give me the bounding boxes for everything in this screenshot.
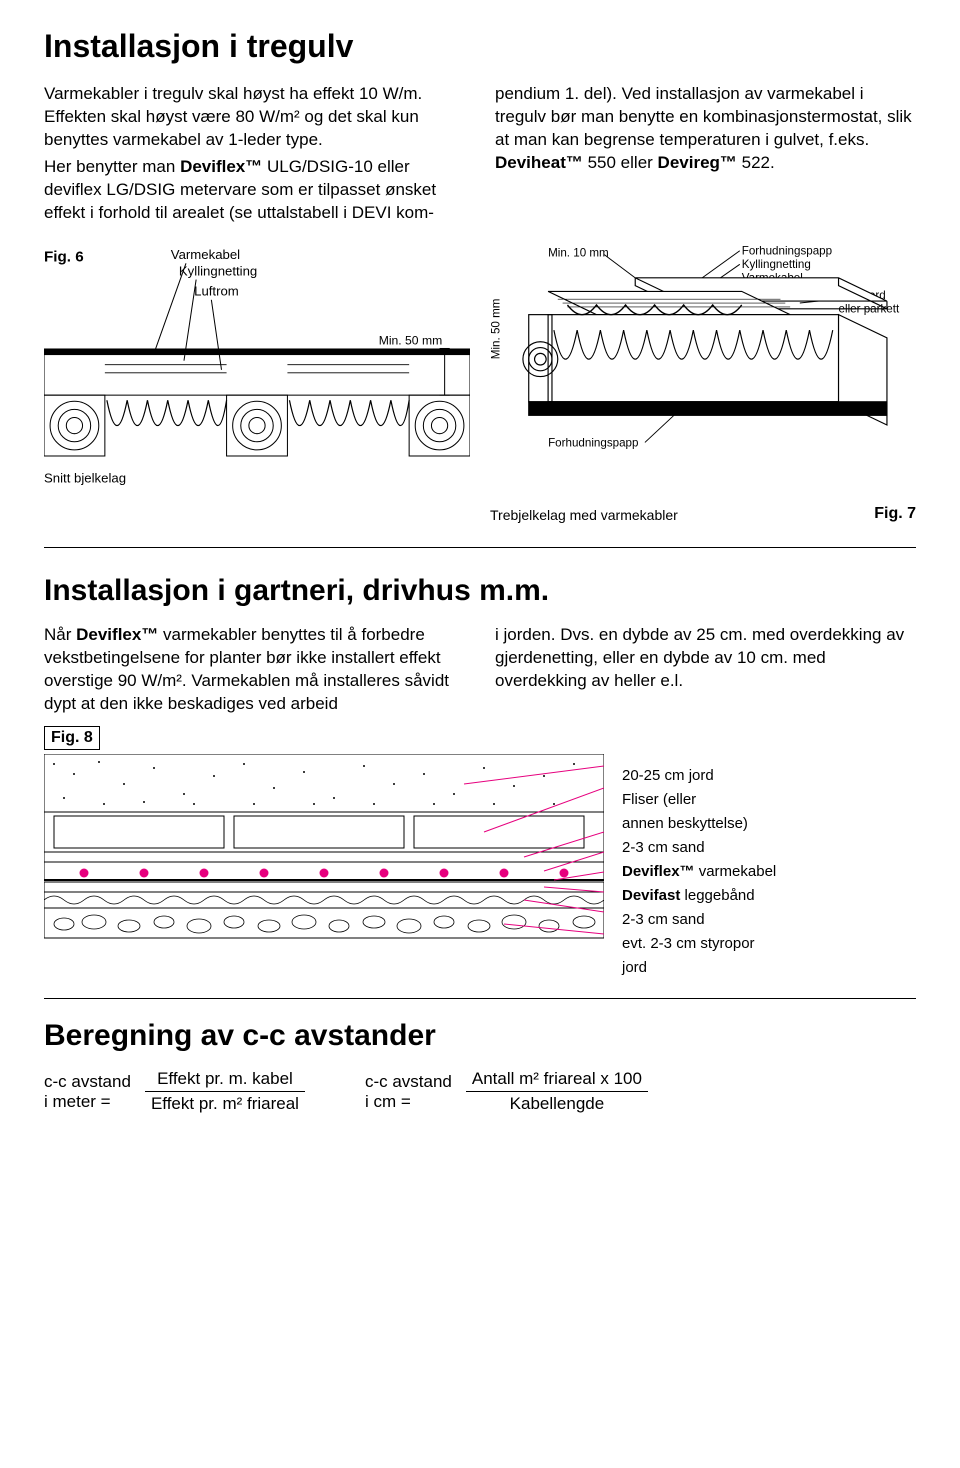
svg-text:Kyllingnetting: Kyllingnetting — [179, 263, 257, 278]
s2-right: i jorden. Dvs. en dybde av 25 cm. med ov… — [495, 624, 916, 693]
f1-num: Effekt pr. m. kabel — [145, 1069, 305, 1092]
section1-title: Installasjon i tregulv — [44, 28, 916, 65]
svg-text:Min. 50 mm: Min. 50 mm — [379, 333, 443, 347]
f2-lhs: c-c avstand i cm = — [365, 1072, 452, 1112]
s1-para-right: pendium 1. del). Ved installasjon av var… — [495, 83, 916, 175]
fig8-layer-6: 2-3 cm sand — [622, 908, 916, 932]
brand-devifast: Devifast — [622, 887, 680, 904]
section1-columns: Varmekabler i tregulv skal høyst ha effe… — [44, 83, 916, 229]
f1-lhs-line1: c-c avstand — [44, 1072, 131, 1092]
s2-la: Når — [44, 625, 76, 644]
f2-lhs-line1: c-c avstand — [365, 1072, 452, 1092]
fig8-layer-2: annen beskyttelse) — [622, 812, 916, 836]
figures-6-7-row: Fig. 6 Varmekabel Kyllingnetting Luftrom… — [44, 243, 916, 524]
f2-frac: Antall m² friareal x 100 Kabellengde — [466, 1069, 648, 1114]
formula-1: c-c avstand i meter = Effekt pr. m. kabe… — [44, 1069, 305, 1114]
svg-text:Fig. 6: Fig. 6 — [44, 248, 84, 265]
s1-p2-a: Her benytter man — [44, 157, 180, 176]
s1-para2: Her benytter man Deviflex™ ULG/DSIG-10 e… — [44, 156, 465, 225]
fig8-layer-4: Deviflex™ varmekabel — [622, 860, 916, 884]
separator-2 — [44, 998, 916, 999]
fig6-container: Fig. 6 Varmekabel Kyllingnetting Luftrom… — [44, 243, 470, 491]
f2-lhs-line2: i cm = — [365, 1092, 452, 1112]
svg-text:Luftrom: Luftrom — [194, 283, 239, 298]
brand-deviheat: Deviheat™ — [495, 153, 583, 172]
fig7-caption-row: Trebjelkelag med varmekabler Fig. 7 — [490, 505, 916, 523]
fig8-svg — [44, 754, 604, 964]
f2-num: Antall m² friareal x 100 — [466, 1069, 648, 1092]
f1-lhs-line2: i meter = — [44, 1092, 131, 1112]
s1-pr-mid: 550 eller — [583, 153, 658, 172]
fig8-layer-3: 2-3 cm sand — [622, 836, 916, 860]
f2-den: Kabellengde — [466, 1092, 648, 1114]
f1-lhs: c-c avstand i meter = — [44, 1072, 131, 1112]
svg-text:Min. 50 mm: Min. 50 mm — [490, 298, 503, 359]
section1-col-left: Varmekabler i tregulv skal høyst ha effe… — [44, 83, 465, 229]
fig8-layer-1: Fliser (eller — [622, 788, 916, 812]
brand-devireg: Devireg™ — [658, 153, 737, 172]
formula-2: c-c avstand i cm = Antall m² friareal x … — [365, 1069, 648, 1114]
fig8-layer-8: jord — [622, 956, 916, 980]
svg-text:Min. 10 mm: Min. 10 mm — [548, 246, 609, 259]
brand-deviflex-3: Deviflex™ — [622, 863, 695, 880]
fig8-container: Fig. 8 — [44, 726, 916, 980]
section3-title: Beregning av c-c avstander — [44, 1019, 916, 1053]
svg-text:Kyllingnetting: Kyllingnetting — [742, 258, 811, 271]
fig7-label: Fig. 7 — [874, 505, 916, 523]
fig7-svg: Min. 10 mm Forhudningspapp Kyllingnettin… — [490, 243, 916, 495]
brand-deviflex-2: Deviflex™ — [76, 625, 158, 644]
fig6-svg: Fig. 6 Varmekabel Kyllingnetting Luftrom… — [44, 243, 470, 486]
svg-text:Varmekabel: Varmekabel — [171, 247, 240, 262]
brand-deviflex: Deviflex™ — [180, 157, 262, 176]
svg-text:Snitt bjelkelag: Snitt bjelkelag — [44, 470, 126, 485]
s1-pr-tail: 522. — [737, 153, 775, 172]
fig8-labels: 20-25 cm jord Fliser (eller annen beskyt… — [622, 754, 916, 980]
fig8-svg-wrap — [44, 754, 604, 969]
svg-text:Forhudningspapp: Forhudningspapp — [742, 244, 832, 257]
section1-col-right: pendium 1. del). Ved installasjon av var… — [495, 83, 916, 229]
formula-row: c-c avstand i meter = Effekt pr. m. kabe… — [44, 1069, 916, 1114]
fig8-layer-7: evt. 2-3 cm styropor — [622, 932, 916, 956]
fig8-layer-5: Devifast leggebånd — [622, 884, 916, 908]
fig8-layer-0: 20-25 cm jord — [622, 764, 916, 788]
s2-left: Når Deviflex™ varmekabler benyttes til å… — [44, 624, 465, 716]
fig7-caption: Trebjelkelag med varmekabler — [490, 507, 678, 523]
f1-den: Effekt pr. m² friareal — [145, 1092, 305, 1114]
section2-columns: Når Deviflex™ varmekabler benyttes til å… — [44, 624, 916, 720]
s1-para1: Varmekabler i tregulv skal høyst ha effe… — [44, 83, 465, 152]
s1-pr-a: pendium 1. del). Ved installasjon av var… — [495, 84, 912, 149]
section2-col-right: i jorden. Dvs. en dybde av 25 cm. med ov… — [495, 624, 916, 720]
fig7-container: Min. 10 mm Forhudningspapp Kyllingnettin… — [490, 243, 916, 524]
svg-text:Forhudningspapp: Forhudningspapp — [548, 436, 638, 449]
section2-col-left: Når Deviflex™ varmekabler benyttes til å… — [44, 624, 465, 720]
f1-frac: Effekt pr. m. kabel Effekt pr. m² friare… — [145, 1069, 305, 1114]
fig8-label: Fig. 8 — [51, 729, 93, 746]
section2-title: Installasjon i gartneri, drivhus m.m. — [44, 574, 916, 608]
separator-1 — [44, 547, 916, 548]
